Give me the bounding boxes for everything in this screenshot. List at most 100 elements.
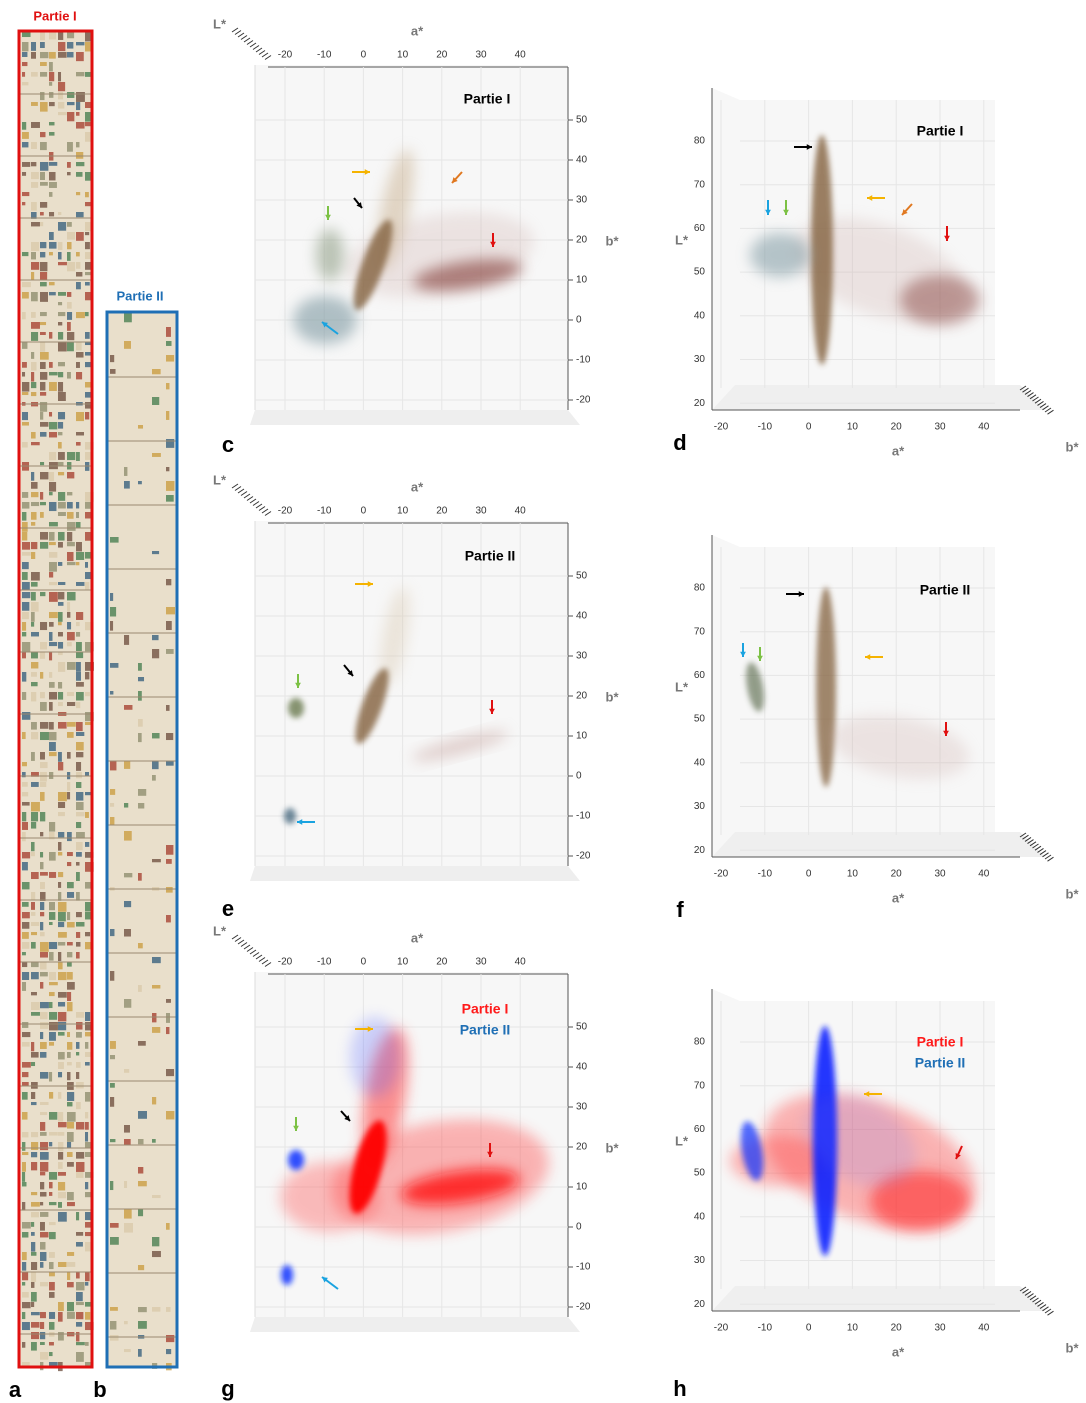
codex-glyph [85, 262, 93, 270]
a-tick-label: 0 [806, 869, 812, 880]
codex-glyph [31, 822, 37, 829]
codex-glyph [67, 172, 71, 176]
codex-glyph [85, 352, 91, 356]
codex-glyph [85, 72, 93, 77]
codex-glyph [22, 1132, 29, 1138]
l-tick-label: 70 [694, 626, 706, 637]
codex-glyph [76, 432, 85, 436]
plot-floor [250, 1317, 580, 1332]
codex-glyph [152, 369, 161, 375]
codex-glyph [49, 952, 54, 961]
codex-glyph [40, 72, 48, 77]
strip-title: Partie I [33, 8, 76, 23]
codex-glyph [31, 312, 36, 318]
codex-glyph [58, 562, 63, 566]
codex-glyph [67, 852, 73, 857]
codex-glyph [110, 369, 116, 374]
codex-glyph [31, 922, 40, 927]
codex-glyph [31, 362, 37, 371]
codex-glyph [67, 1192, 74, 1201]
codex-glyph [67, 1142, 72, 1148]
codex-glyph [76, 502, 80, 509]
a-tick-label: 20 [436, 957, 448, 968]
codex-glyph [58, 502, 66, 509]
codex-glyph [22, 42, 29, 52]
codex-glyph [85, 812, 89, 818]
codex-glyph [49, 1222, 56, 1226]
codex-glyph [76, 1152, 85, 1159]
codex-glyph [58, 1262, 67, 1267]
codex-glyph [76, 52, 84, 62]
codex-glyph [58, 662, 66, 672]
codex-glyph [58, 932, 67, 938]
codex-glyph [76, 752, 84, 758]
codex-glyph [67, 342, 74, 352]
codex-glyph [110, 761, 117, 771]
codex-glyph [76, 922, 85, 927]
codex-glyph [49, 532, 55, 541]
codex-glyph [58, 1062, 64, 1069]
codex-glyph [31, 842, 35, 852]
codex-glyph [22, 1082, 29, 1086]
a-tick-label: 40 [515, 957, 527, 968]
point-cloud [349, 1120, 387, 1214]
codex-glyph [67, 262, 76, 272]
codex-glyph [85, 1272, 90, 1282]
tick-cluster [255, 47, 263, 53]
a-tick-label: 20 [891, 422, 903, 433]
tick-cluster [1032, 1297, 1039, 1303]
codex-glyph [67, 502, 73, 509]
codex-glyph [31, 322, 40, 329]
codex-glyph [67, 302, 72, 309]
arrow-head [452, 177, 458, 183]
point-cloud [293, 296, 357, 344]
axis-label: b* [1066, 1340, 1080, 1355]
codex-glyph [76, 802, 84, 811]
codex-glyph [31, 1252, 37, 1256]
codex-glyph [58, 622, 62, 626]
codex-glyph [124, 1321, 128, 1325]
codex-glyph [22, 932, 29, 939]
codex-glyph [40, 1352, 49, 1360]
codex-glyph [76, 1172, 84, 1178]
codex-glyph [67, 1052, 71, 1058]
codex-glyph [166, 495, 174, 502]
codex-glyph [166, 859, 172, 864]
codex-glyph [67, 42, 74, 49]
codex-glyph [76, 892, 80, 901]
tick-cluster [249, 42, 257, 48]
codex-glyph [85, 442, 94, 450]
codex-glyph [58, 342, 67, 352]
codex-glyph [85, 1282, 89, 1286]
tick-cluster [243, 37, 251, 43]
codex-glyph [22, 582, 30, 591]
codex-glyph [76, 632, 81, 637]
codex-glyph [40, 92, 45, 101]
codex-glyph [22, 1172, 26, 1182]
codex-glyph [40, 262, 48, 272]
codex-glyph [124, 1069, 130, 1073]
arrow-head [367, 1026, 373, 1032]
codex-glyph [85, 1232, 92, 1237]
codex-glyph [85, 112, 92, 122]
codex-glyph [166, 761, 174, 766]
point-cloud [284, 808, 296, 824]
codex-glyph [40, 1242, 46, 1250]
codex-glyph [110, 621, 114, 631]
codex-glyph [110, 1335, 119, 1341]
codex-glyph [67, 1282, 74, 1288]
codex-glyph [76, 162, 85, 167]
codex-glyph [76, 192, 81, 196]
codex-glyph [31, 722, 37, 730]
codex-glyph [58, 362, 65, 367]
codex-glyph [85, 852, 94, 858]
b-tick-label: -10 [576, 1262, 591, 1273]
a-tick-label: 20 [891, 1323, 903, 1334]
codex-glyph [31, 1102, 37, 1106]
plot-floor [250, 410, 580, 425]
codex-glyph [31, 692, 37, 702]
codex-glyph [166, 1223, 170, 1230]
codex-glyph [85, 722, 94, 726]
tick-cluster [252, 501, 260, 506]
codex-glyph [40, 592, 46, 597]
